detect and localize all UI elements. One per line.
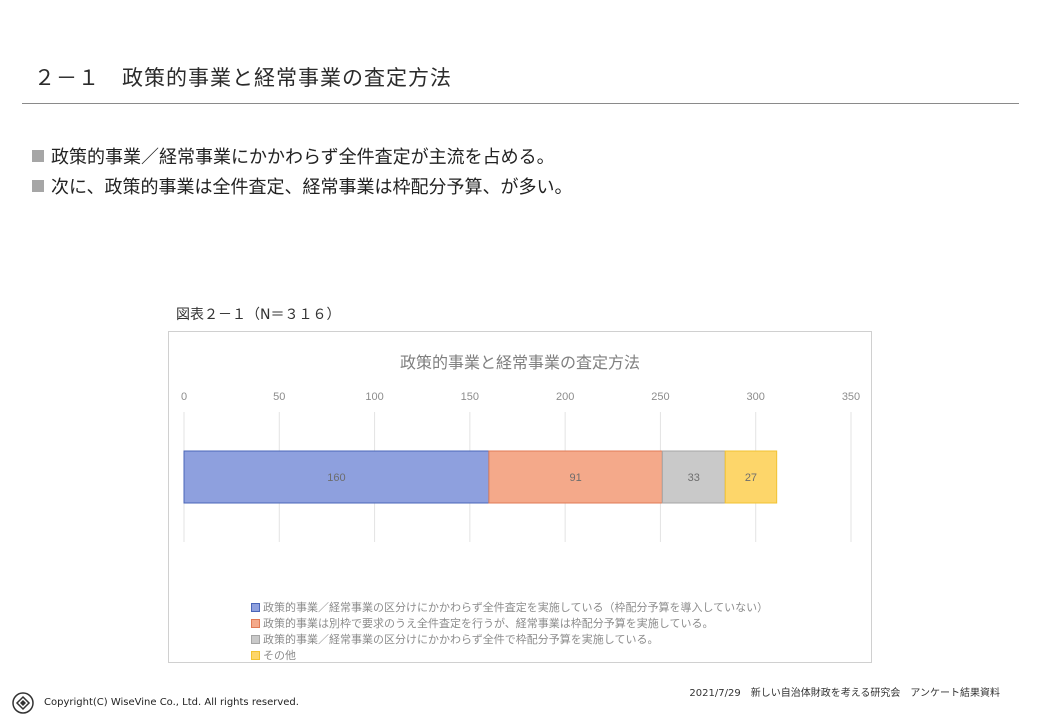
- legend-item: 政策的事業は別枠で要求のうえ全件査定を行うが、経常事業は枠配分予算を実施している…: [251, 615, 768, 631]
- x-tick-label: 150: [461, 391, 479, 403]
- legend-item: その他: [251, 647, 768, 663]
- bar-segment: [183, 450, 490, 504]
- chart-legend: 政策的事業／経常事業の区分けにかかわらず全件査定を実施している（枠配分予算を導入…: [251, 599, 768, 663]
- copyright-text: Copyright(C) WiseVine Co., Ltd. All righ…: [44, 697, 299, 708]
- legend-swatch: [251, 618, 260, 628]
- square-bullet-icon: [32, 150, 44, 162]
- data-label: 91: [569, 472, 581, 484]
- legend-label: その他: [263, 649, 296, 662]
- square-bullet-icon: [32, 180, 44, 192]
- bar-segment: [488, 450, 663, 504]
- title-divider: [22, 103, 1019, 104]
- legend-item: 政策的事業／経常事業の区分けにかかわらず全件で枠配分予算を実施している。: [251, 631, 768, 647]
- legend-swatch: [251, 602, 260, 612]
- data-label: 33: [688, 472, 700, 484]
- chart-container: 政策的事業と経常事業の査定方法 0 50 100 150 200 250 300 350 160…: [168, 331, 872, 663]
- bullet-list: 政策的事業／経常事業にかかわらず全件査定が主流を占める。 次に、政策的事業は全件…: [32, 141, 572, 201]
- x-tick-label: 200: [556, 391, 574, 403]
- x-tick-label: 0: [181, 391, 187, 403]
- x-tick-label: 350: [842, 391, 860, 403]
- legend-swatch: [251, 650, 260, 660]
- x-tick-label: 100: [365, 391, 383, 403]
- legend-label: 政策的事業／経常事業の区分けにかかわらず全件査定を実施している（枠配分予算を導入…: [263, 601, 769, 614]
- footer-date-note: 2021/7/29 新しい自治体財政を考える研究会 アンケート結果資料: [689, 688, 1000, 699]
- legend-item: 政策的事業／経常事業の区分けにかかわらず全件査定を実施している（枠配分予算を導入…: [251, 599, 768, 615]
- company-logo-icon: [12, 692, 34, 714]
- slide-title: ２－１ 政策的事業と経常事業の査定方法: [34, 66, 452, 90]
- bullet-text: 次に、政策的事業は全件査定、経常事業は枠配分予算、が多い。: [51, 177, 573, 198]
- bar-segment: [661, 450, 726, 504]
- x-tick-label: 300: [747, 391, 765, 403]
- x-tick-label: 250: [651, 391, 669, 403]
- data-label: 160: [327, 472, 345, 484]
- x-tick-label: 50: [273, 391, 285, 403]
- chart-title: 政策的事業と経常事業の査定方法: [399, 353, 640, 372]
- bullet-text: 政策的事業／経常事業にかかわらず全件査定が主流を占める。: [51, 147, 555, 168]
- bullet-item: 次に、政策的事業は全件査定、経常事業は枠配分予算、が多い。: [32, 171, 572, 201]
- stacked-bar-chart: 0 50 100 150 200 250 300 350 160 91 33 27: [181, 391, 860, 542]
- bar-segment: [724, 450, 778, 504]
- legend-label: 政策的事業／経常事業の区分けにかかわらず全件で枠配分予算を実施している。: [263, 633, 659, 646]
- legend-label: 政策的事業は別枠で要求のうえ全件査定を行うが、経常事業は枠配分予算を実施している…: [263, 617, 714, 630]
- data-label: 27: [745, 472, 757, 484]
- legend-swatch: [251, 634, 260, 644]
- bullet-item: 政策的事業／経常事業にかかわらず全件査定が主流を占める。: [32, 141, 572, 171]
- figure-caption: 図表２－１（N＝３１６）: [176, 307, 341, 323]
